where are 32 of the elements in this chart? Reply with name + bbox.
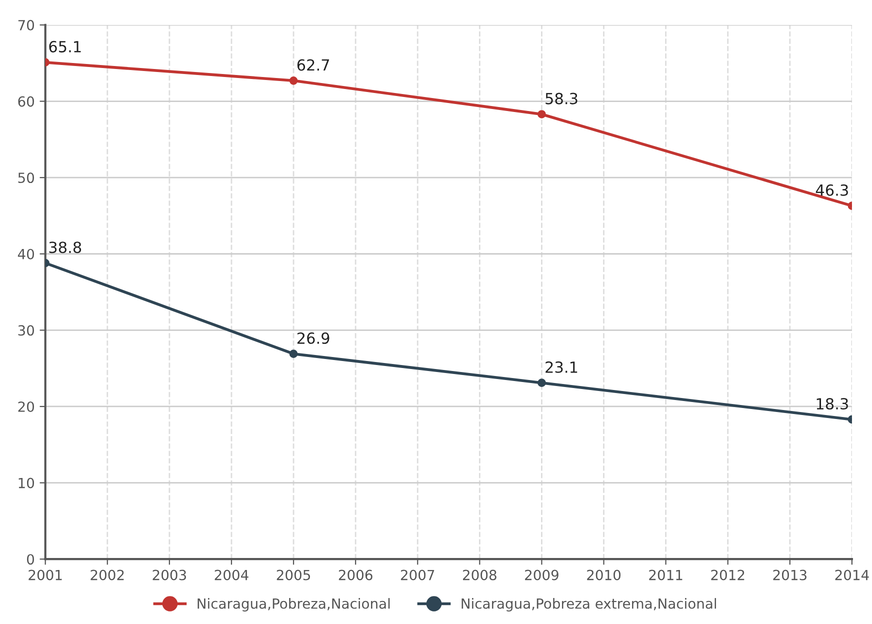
y-tick-label: 50 [18, 172, 34, 184]
data-label: 26.9 [297, 332, 330, 344]
x-tick-label: 2005 [276, 570, 310, 580]
data-label: 65.1 [49, 40, 81, 52]
y-tick-label: 10 [18, 478, 34, 488]
y-tick-label: 0 [27, 554, 34, 565]
y-tick-label: 40 [18, 248, 34, 260]
x-tick-label: 2013 [773, 570, 806, 580]
x-tick-label: 2001 [28, 570, 62, 580]
x-tick-label: 2014 [835, 570, 869, 580]
y-tick-label: 70 [18, 20, 34, 30]
x-tick-label: 2004 [214, 570, 248, 580]
data-label: 58.3 [546, 92, 578, 104]
x-tick-label: 2011 [649, 570, 682, 580]
x-tick-label: 2007 [400, 570, 434, 580]
data-label: 38.8 [49, 242, 82, 254]
data-label: 23.1 [546, 361, 578, 373]
legend-label: Nicaragua,Pobreza,Nacional [198, 598, 390, 612]
x-tick-label: 2002 [90, 570, 124, 580]
legend-label: Nicaragua,Pobreza extrema,Nacional [462, 598, 716, 612]
x-tick-label: 2010 [587, 570, 621, 580]
y-tick-label: 60 [18, 96, 34, 107]
x-tick-label: 2008 [463, 570, 496, 580]
data-label: 46.3 [816, 184, 848, 196]
x-tick-label: 2009 [525, 570, 558, 580]
data-label: 18.3 [816, 398, 848, 410]
y-tick-label: 30 [18, 325, 34, 336]
data-label: 62.7 [297, 59, 330, 71]
x-tick-label: 2003 [152, 570, 186, 580]
x-tick-label: 2012 [711, 570, 744, 580]
y-tick-label: 20 [18, 401, 34, 412]
x-tick-label: 2006 [338, 570, 372, 580]
